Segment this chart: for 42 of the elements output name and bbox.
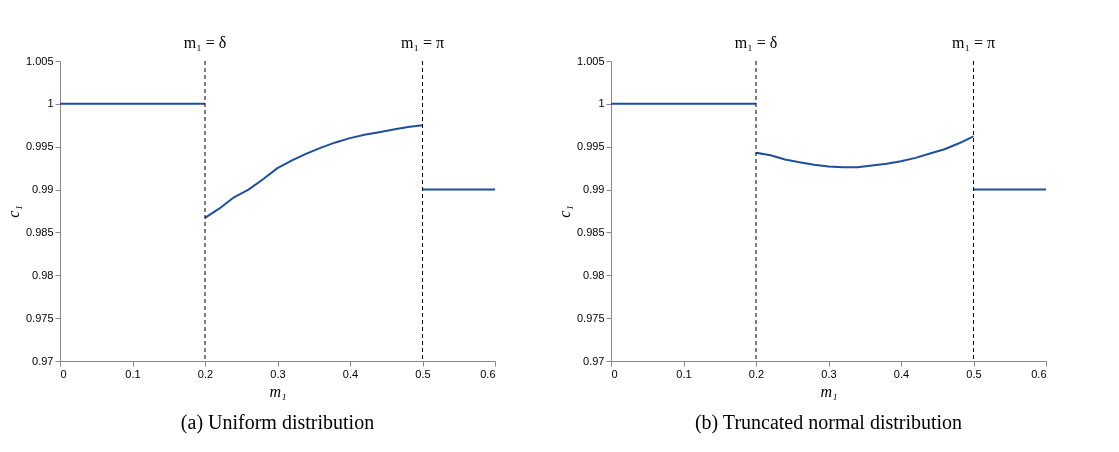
x-tick-label: 0.1 [125, 367, 141, 380]
x-tick-label: 0.1 [676, 367, 692, 380]
y-tick-label: 0.995 [25, 140, 54, 153]
x-axis-title: m₁ [820, 382, 838, 400]
y-tick-label: 1 [47, 97, 54, 110]
y-tick-label: 0.985 [576, 225, 605, 238]
x-tick-label: 0.5 [966, 367, 982, 380]
x-tick-label: 0.6 [1031, 367, 1047, 380]
ref-line-label: m₁ = π [951, 34, 996, 51]
x-tick-label: 0 [611, 367, 618, 380]
y-tick-label: 0.99 [32, 183, 54, 196]
x-tick-label: 0.2 [197, 367, 214, 380]
y-tick-label: 0.97 [32, 354, 54, 367]
y-axis-title: c₁ [555, 205, 573, 218]
x-tick-label: 0.4 [893, 367, 910, 380]
y-tick-label: 1.005 [576, 54, 605, 67]
x-tick-label: 0.2 [748, 367, 765, 380]
text: (a) Uniform distribution [180, 411, 375, 434]
x-tick-label: 0.3 [270, 367, 286, 380]
x-tick-label: 0.3 [821, 367, 837, 380]
y-tick-label: 0.995 [576, 140, 605, 153]
y-tick-label: 0.98 [32, 268, 54, 281]
ref-line-label: m₁ = δ [734, 34, 778, 51]
ref-line-label: m₁ = π [400, 34, 445, 51]
x-tick-label: 0.6 [480, 367, 496, 380]
y-tick-label: 1.005 [25, 54, 54, 67]
line-series [755, 135, 975, 169]
ref-line-label: m₁ = δ [183, 34, 227, 51]
y-tick-label: 0.985 [25, 225, 54, 238]
x-tick-label: 0.5 [415, 367, 431, 380]
y-axis-title: c₁ [4, 205, 22, 218]
text: (b) Truncated normal distribution [694, 411, 963, 434]
y-tick-label: 0.975 [576, 311, 605, 324]
y-tick-label: 1 [598, 97, 605, 110]
line-series [204, 124, 424, 219]
x-tick-label: 0.4 [342, 367, 359, 380]
y-tick-label: 0.99 [583, 183, 605, 196]
y-tick-label: 0.97 [583, 354, 605, 367]
y-tick-label: 0.975 [25, 311, 54, 324]
x-axis-title: m₁ [269, 382, 287, 400]
x-tick-label: 0 [60, 367, 67, 380]
y-tick-label: 0.98 [583, 268, 605, 281]
